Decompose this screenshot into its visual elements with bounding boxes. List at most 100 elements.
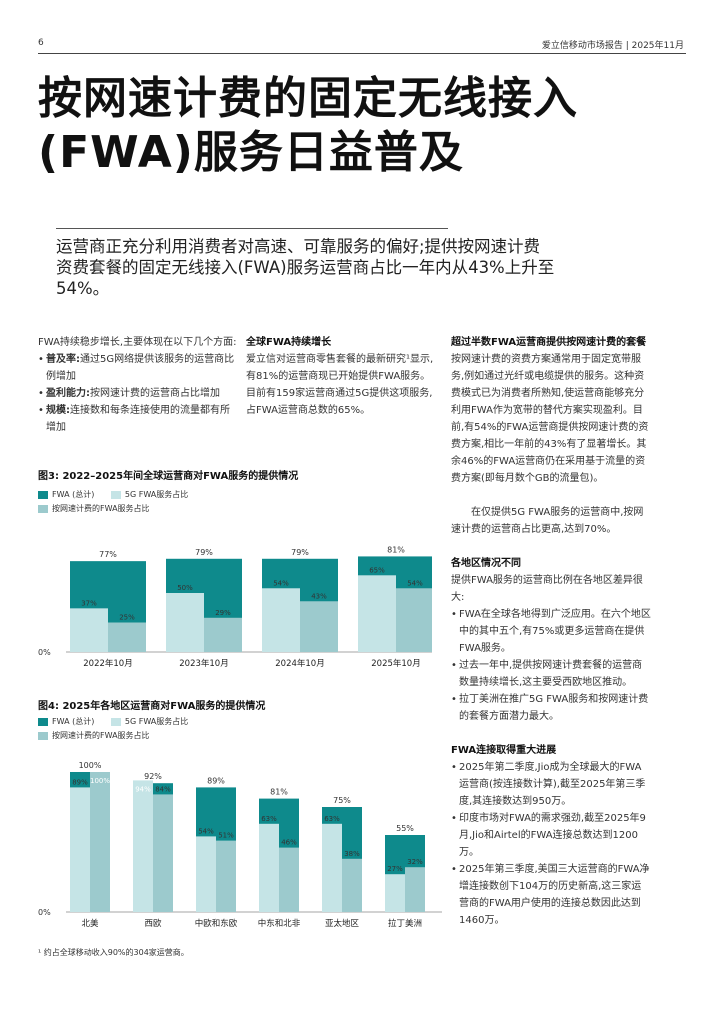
data-label-5g-share: 37%	[81, 599, 97, 607]
report-header: 爱立信移动市场报告 | 2025年11月	[541, 41, 684, 51]
bar-5g-share	[259, 823, 279, 912]
data-label-speed-based-share: 38%	[344, 850, 360, 858]
bar-speed-based-share	[342, 858, 362, 912]
page-title: 按网速计费的固定无线接入 (FWA)服务日益普及	[38, 72, 578, 180]
list-item: 2025年第三季度,美国三大运营商的FWA净增连接数创下104万的历史新高,这三…	[451, 861, 651, 929]
list-item: FWA在全球各地得到广泛应用。在六个地区中的其中五个,有75%或更多运营商在提供…	[451, 606, 651, 657]
data-label-5g-share: 65%	[369, 566, 385, 574]
data-label-speed-based-share: 100%	[90, 777, 110, 785]
bar-5g-share	[166, 593, 204, 652]
bullet-text: 连接数和每条连接使用的流量都有所增加	[46, 405, 230, 433]
list-item: 过去一年中,提供按网速计费套餐的运营商数量持续增长,这主要受西欧地区推动。	[451, 657, 651, 691]
header-divider	[38, 53, 686, 54]
data-label-fwa-total: 55%	[396, 824, 414, 833]
page-number: 6	[38, 38, 44, 48]
legend-swatch	[110, 717, 121, 726]
data-label-fwa-total: 81%	[270, 788, 288, 797]
fig3-legend: FWA (总计) 5G FWA服务占比 按网速计费的FWA服务占比	[38, 489, 188, 514]
legend-label: 按网速计费的FWA服务占比	[52, 504, 150, 513]
section2-intro: 提供FWA服务的运营商比例在各地区差异很大:	[451, 575, 643, 603]
lead-divider	[56, 228, 448, 229]
y-axis-zero-label: 0%	[38, 648, 51, 657]
x-tick-label: 拉丁美洲	[388, 918, 422, 929]
title-line-2: (FWA)服务日益普及	[38, 127, 464, 178]
list-item: 2025年第二季度,Jio成为全球最大的FWA运营商(按连接数计算),截至202…	[451, 759, 651, 810]
x-tick-label: 亚太地区	[325, 918, 360, 929]
bar-5g-share	[385, 874, 405, 912]
bar-5g-share	[262, 588, 300, 652]
legend-swatch	[110, 490, 121, 499]
fig3-chart: 0% 77% 37% 25% 2022年10月 79% 50% 29% 2023年10月 79% 5…	[38, 545, 432, 669]
data-label-speed-based-share: 43%	[311, 592, 327, 600]
list-item: 印度市场对FWA的需求强劲,截至2025年9月,Jio和Airtel的FWA连接…	[451, 810, 651, 861]
legend-label: 按网速计费的FWA服务占比	[52, 731, 150, 740]
bullet-bold: 规模:	[46, 405, 70, 416]
y-axis-zero-label: 0%	[38, 908, 51, 917]
bar-speed-based-share	[153, 794, 173, 912]
x-tick-label: 北美	[81, 918, 99, 929]
column-1: FWA持续稳步增长,主要体现在以下几个方面: 普及率:通过5G网络提供该服务的运…	[38, 334, 238, 436]
fig4-title: 图4: 2025年各地区运营商对FWA服务的提供情况	[38, 701, 266, 712]
data-label-speed-based-share: 46%	[281, 839, 297, 847]
legend-label: 5G FWA服务占比	[124, 490, 189, 499]
bullet-bold: 盈利能力:	[46, 388, 90, 399]
legend-swatch	[38, 717, 48, 726]
data-label-5g-share: 54%	[198, 827, 214, 835]
col1-intro: FWA持续稳步增长,主要体现在以下几个方面:	[38, 337, 237, 348]
section2-bullets: FWA在全球各地得到广泛应用。在六个地区中的其中五个,有75%或更多运营商在提供…	[451, 606, 651, 725]
legend-item: FWA (总计)	[38, 717, 94, 726]
data-label-fwa-total: 79%	[291, 548, 309, 557]
x-tick-label: 2023年10月	[179, 658, 228, 669]
bullet-bold: 普及率:	[46, 354, 80, 365]
list-item: 普及率:通过5G网络提供该服务的运营商比例增加	[38, 351, 238, 385]
legend-label: 5G FWA服务占比	[124, 717, 189, 726]
bar-speed-based-share	[216, 840, 236, 912]
legend-swatch	[38, 504, 48, 513]
data-label-speed-based-share: 25%	[119, 614, 135, 622]
data-label-fwa-total: 92%	[144, 772, 162, 781]
bullet-text: 通过5G网络提供该服务的运营商比例增加	[46, 354, 235, 382]
col2-heading: 全球FWA持续增长	[246, 337, 332, 348]
data-label-5g-share: 50%	[177, 584, 193, 592]
bar-speed-based-share	[279, 847, 299, 912]
legend-label: FWA (总计)	[52, 717, 95, 726]
data-label-5g-share: 94%	[135, 785, 151, 793]
fig3-title: 图3: 2022–2025年间全球运营商对FWA服务的提供情况	[38, 471, 299, 482]
data-label-fwa-total: 75%	[333, 796, 351, 805]
col2-body: 爱立信对运营商零售套餐的最新研究¹显示,有81%的运营商现已开始提供FWA服务。…	[246, 354, 434, 416]
bar-5g-share	[322, 823, 342, 912]
bar-speed-based-share	[405, 867, 425, 912]
legend-item: 5G FWA服务占比	[110, 490, 189, 499]
x-tick-label: 中东和北非	[258, 918, 301, 929]
data-label-5g-share: 54%	[273, 579, 289, 587]
bar-speed-based-share	[204, 617, 242, 652]
data-label-fwa-total: 77%	[99, 550, 117, 559]
section3-heading: FWA连接取得重大进展	[451, 745, 557, 756]
title-line-1: 按网速计费的固定无线接入	[38, 73, 578, 124]
data-label-speed-based-share: 54%	[407, 579, 423, 587]
data-label-speed-based-share: 29%	[215, 609, 231, 617]
section2-heading: 各地区情况不同	[451, 558, 521, 569]
data-label-speed-based-share: 51%	[218, 832, 234, 840]
list-item: 规模:连接数和每条连接使用的流量都有所增加	[38, 402, 238, 436]
fig4-legend: FWA (总计) 5G FWA服务占比 按网速计费的FWA服务占比	[38, 716, 188, 741]
x-tick-label: 2022年10月	[83, 658, 132, 669]
data-label-speed-based-share: 32%	[407, 858, 423, 866]
bar-5g-share	[133, 780, 153, 912]
data-label-5g-share: 89%	[72, 778, 88, 786]
bar-5g-share	[70, 787, 90, 912]
data-label-speed-based-share: 84%	[155, 785, 171, 793]
data-label-fwa-total: 81%	[387, 545, 405, 554]
column-3: 超过半数FWA运营商提供按网速计费的套餐 按网速计费的资费方案通常用于固定宽带服…	[451, 334, 651, 929]
section1-heading: 超过半数FWA运营商提供按网速计费的套餐	[451, 337, 647, 348]
section3-bullets: 2025年第二季度,Jio成为全球最大的FWA运营商(按连接数计算),截至202…	[451, 759, 651, 929]
list-item: 盈利能力:按网速计费的运营商占比增加	[38, 385, 238, 402]
section1-p2: 在仅提供5G FWA服务的运营商中,按网速计费的运营商占比更高,达到70%。	[451, 507, 644, 535]
legend-swatch	[38, 731, 48, 740]
data-label-fwa-total: 79%	[195, 548, 213, 557]
x-tick-label: 中欧和东欧	[195, 918, 238, 929]
bar-5g-share	[70, 608, 108, 652]
legend-swatch	[38, 490, 48, 499]
list-item: 拉丁美洲在推广5G FWA服务和按网速计费的套餐方面潜力最大。	[451, 691, 651, 725]
